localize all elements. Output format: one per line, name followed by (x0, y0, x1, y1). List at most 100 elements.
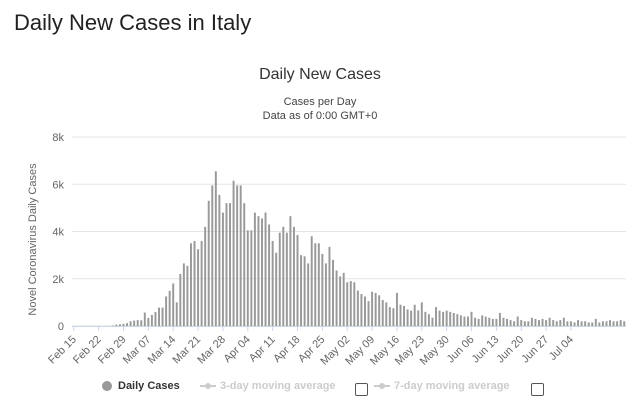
y-tick-label: 8k (52, 132, 64, 144)
chart-bar (491, 318, 494, 326)
chart-bar (154, 312, 157, 326)
chart-bar (424, 311, 427, 326)
chart-bar (133, 320, 136, 326)
legend-item-7day-average[interactable]: 7-day moving average (374, 380, 510, 392)
chart-bar (207, 200, 210, 326)
chart-bar (268, 224, 271, 326)
chart-bar (150, 314, 153, 326)
x-tick-label: Mar 28 (195, 334, 228, 367)
toggle-3day-average-checkbox[interactable] (355, 383, 368, 396)
chart-bar (349, 281, 352, 326)
chart-bar (619, 320, 622, 326)
toggle-7day-average-checkbox[interactable] (531, 383, 544, 396)
chart-bar (456, 314, 459, 326)
chart-bar (261, 218, 263, 326)
chart-bar (594, 318, 597, 326)
y-tick-label: 6k (52, 179, 64, 191)
chart-bar (470, 311, 473, 326)
chart-bar (182, 263, 185, 326)
chart-bar (598, 322, 601, 326)
chart-bar (218, 194, 221, 326)
chart-bar (509, 320, 512, 326)
chart-bar (548, 317, 551, 326)
chart-bar (158, 307, 160, 326)
chart-bar (200, 240, 203, 326)
chart-bar (189, 243, 192, 326)
chart-bar (165, 296, 168, 326)
chart-bar (609, 320, 611, 326)
chart-bar (481, 315, 484, 326)
chart-bar (545, 320, 548, 326)
chart-bar (236, 185, 239, 326)
chart-bar (374, 292, 377, 326)
chart-bar (342, 272, 345, 326)
chart-bar (445, 310, 448, 326)
chart-bar (520, 320, 523, 326)
page-title: Daily New Cases in Italy (14, 10, 252, 35)
x-tick-label: Jun 20 (495, 334, 527, 366)
chart-bar (324, 263, 327, 326)
chart-bar (122, 323, 125, 326)
y-tick-label: 2k (52, 274, 64, 286)
chart-bar (179, 274, 182, 326)
chart-bar (257, 216, 260, 326)
y-tick-label: 4k (52, 227, 64, 239)
x-tick-label: Apr 04 (221, 334, 252, 365)
chart-bar (406, 309, 409, 326)
chart-bar (300, 255, 303, 326)
chart-bar (459, 315, 462, 326)
chart-bar (506, 318, 509, 326)
chart-bar (381, 300, 384, 326)
chart-bar (243, 203, 246, 326)
chart-bar (413, 304, 416, 326)
chart-subtitle-line-2: Data as of 0:00 GMT+0 (262, 110, 378, 122)
chart-bar (229, 203, 232, 326)
chart-bar (126, 323, 129, 326)
chart-bar (239, 185, 242, 326)
chart-bar (168, 290, 171, 326)
chart-bar (569, 321, 572, 326)
chart-bar (523, 321, 526, 326)
legend-label-daily-cases: Daily Cases (118, 380, 180, 392)
chart-bar (321, 253, 324, 326)
chart-bar (559, 320, 562, 326)
chart-bar (498, 313, 501, 326)
chart-bar (612, 321, 615, 326)
chart-bar (502, 317, 505, 326)
chart-bar (417, 310, 420, 326)
chart-bar (474, 317, 477, 326)
chart-bar (285, 232, 288, 326)
chart-bar (172, 283, 175, 326)
chart-bar (367, 301, 370, 326)
chart-bar (197, 249, 200, 326)
legend-item-3day-average[interactable]: 3-day moving average (200, 380, 336, 392)
chart-bar (388, 307, 391, 326)
chart-bar (449, 311, 452, 326)
chart-bar (573, 322, 576, 326)
chart-bar (250, 230, 253, 326)
x-tick-label: Apr 18 (271, 334, 302, 365)
chart-bar (530, 317, 533, 326)
chart-bar (555, 321, 558, 326)
chart-bar (328, 246, 331, 326)
chart-bar (452, 313, 455, 326)
chart-bar (264, 212, 267, 326)
chart-bar (538, 320, 540, 326)
chart-bar (193, 240, 196, 326)
chart-bar (335, 270, 338, 326)
chart-bar (353, 282, 356, 326)
chart-bar (399, 304, 402, 326)
chart-bar (211, 185, 214, 326)
chart-bar (584, 321, 587, 326)
chart-bar (317, 243, 320, 326)
chart-bar (271, 240, 274, 326)
legend-item-daily-cases[interactable]: Daily Cases (102, 380, 180, 392)
chart-bar (534, 318, 537, 326)
chart-bar (623, 321, 626, 326)
chart-bar (278, 232, 281, 326)
chart-bar (332, 259, 334, 326)
chart-bar (310, 236, 313, 326)
chart-bar (591, 322, 594, 326)
chart-bar (527, 321, 530, 326)
